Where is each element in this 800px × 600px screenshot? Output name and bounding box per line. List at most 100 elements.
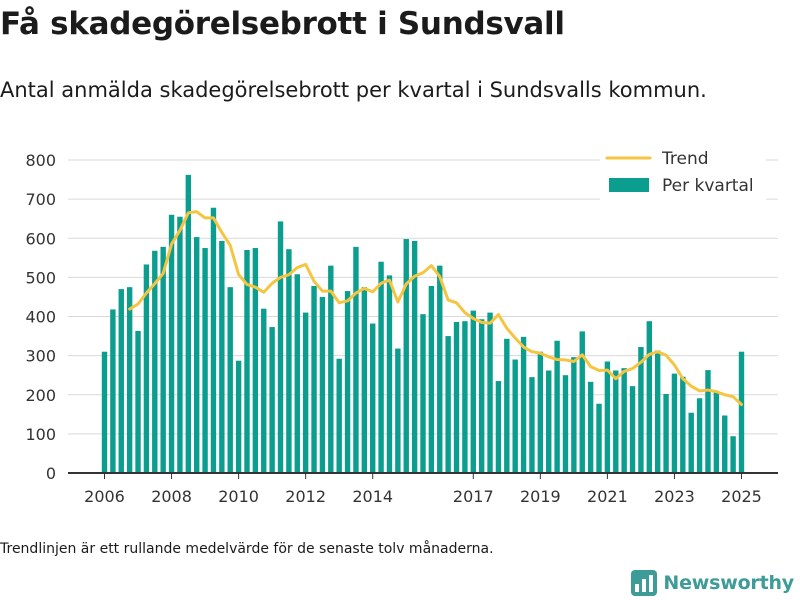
bar: [538, 352, 543, 473]
bar: [571, 357, 576, 473]
y-tick-label: 100: [25, 425, 56, 444]
newsworthy-logo-icon: [631, 570, 657, 596]
y-tick-label: 0: [46, 464, 56, 483]
bar: [395, 349, 400, 473]
bar: [345, 291, 350, 473]
bar: [479, 319, 484, 473]
legend-label-per-kvartal: Per kvartal: [662, 176, 754, 196]
bar: [362, 287, 367, 473]
bar: [546, 370, 551, 473]
bar: [370, 324, 375, 473]
bar: [722, 415, 727, 473]
bar: [739, 352, 744, 473]
bar: [269, 327, 274, 473]
bar: [647, 321, 652, 473]
bar: [714, 391, 719, 473]
bar: [429, 286, 434, 473]
x-tick-label: 2006: [84, 487, 125, 506]
bar: [454, 322, 459, 473]
x-tick-label: 2019: [520, 487, 561, 506]
bar: [504, 339, 509, 473]
bar: [663, 394, 668, 473]
legend: Trend Per kvartal: [600, 145, 766, 203]
bar: [219, 241, 224, 473]
bar: [596, 404, 601, 473]
bar: [605, 361, 610, 473]
y-tick-label: 300: [25, 347, 56, 366]
bar: [286, 249, 291, 473]
bar: [588, 382, 593, 473]
bar: [177, 217, 182, 473]
x-tick-label: 2012: [285, 487, 326, 506]
bar: [202, 248, 207, 473]
bar: [496, 381, 501, 473]
bar: [655, 351, 660, 473]
bar: [613, 370, 618, 473]
x-tick-label: 2023: [654, 487, 695, 506]
x-tick-label: 2025: [721, 487, 762, 506]
bar: [462, 321, 467, 473]
brand-name: Newsworthy: [663, 572, 794, 594]
bar: [529, 377, 534, 473]
bar: [437, 266, 442, 473]
bar: [194, 237, 199, 473]
bar: [563, 375, 568, 473]
bar: [311, 286, 316, 473]
x-tick-label: 2008: [151, 487, 192, 506]
bar: [278, 221, 283, 473]
y-axis-ticks: 0 100 200 300 400 500 600 700 800: [25, 151, 56, 483]
legend-bar-swatch: [609, 178, 649, 192]
y-tick-label: 200: [25, 386, 56, 405]
y-tick-label: 800: [25, 151, 56, 170]
y-tick-label: 700: [25, 190, 56, 209]
bar: [127, 287, 132, 473]
bar: [135, 331, 140, 473]
bar: [253, 248, 258, 473]
bar: [672, 374, 677, 473]
brand: Newsworthy: [631, 570, 794, 596]
bar: [320, 297, 325, 473]
y-tick-label: 500: [25, 268, 56, 287]
bar: [445, 336, 450, 473]
bar: [295, 274, 300, 473]
bar: [328, 266, 333, 473]
bar: [404, 239, 409, 473]
bar: [236, 361, 241, 473]
x-tick-label: 2017: [453, 487, 494, 506]
x-axis-ticks: 2006 2008 2010 2012 2014 2017 2019 2021 2023 2025: [84, 473, 762, 506]
bar: [512, 360, 517, 473]
bar-series: [102, 175, 744, 473]
bar: [705, 370, 710, 473]
bar: [387, 275, 392, 473]
bar: [638, 347, 643, 473]
chart-subtitle: Antal anmälda skadegörelsebrott per kvar…: [0, 78, 707, 102]
bar: [680, 377, 685, 473]
bar: [521, 337, 526, 473]
bar: [160, 247, 165, 473]
chart-title: Få skadegörelsebrott i Sundsvall: [0, 6, 565, 42]
bar: [303, 313, 308, 473]
bar: [378, 262, 383, 473]
legend-label-trend: Trend: [661, 149, 709, 169]
bar: [689, 413, 694, 473]
bar: [730, 436, 735, 473]
bar: [110, 309, 115, 473]
y-tick-label: 600: [25, 229, 56, 248]
x-tick-label: 2010: [218, 487, 259, 506]
bar: [487, 313, 492, 473]
bar: [420, 314, 425, 473]
bar: [119, 289, 124, 473]
bar: [630, 386, 635, 473]
bar: [697, 398, 702, 473]
bar: [228, 287, 233, 473]
bar: [580, 331, 585, 473]
bar: [211, 208, 216, 473]
bar: [621, 368, 626, 473]
bar: [102, 352, 107, 473]
bar-chart: 0 100 200 300 400 500 600 700 800 2006 2008 2010 20…: [0, 140, 800, 525]
bar: [471, 311, 476, 473]
bar: [261, 309, 266, 473]
y-tick-label: 400: [25, 308, 56, 327]
bar: [336, 359, 341, 473]
footnote: Trendlinjen är ett rullande medelvärde f…: [0, 541, 494, 557]
